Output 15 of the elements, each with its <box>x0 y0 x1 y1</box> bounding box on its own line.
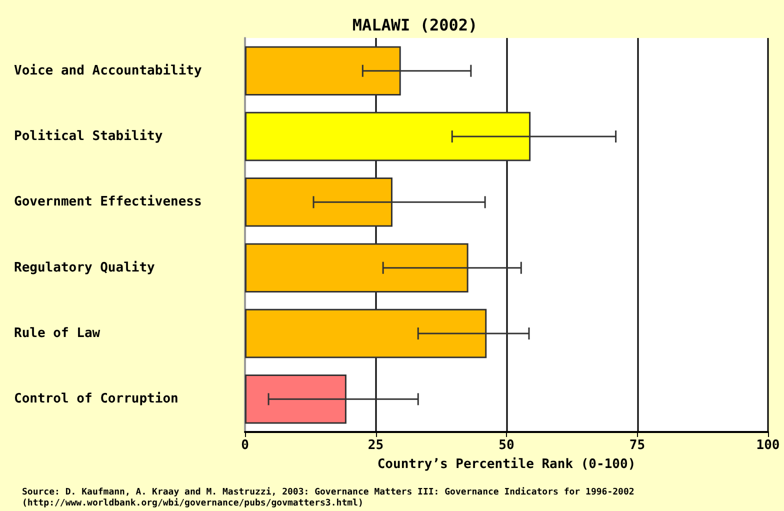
y-tick-label: Political Stability <box>14 129 163 144</box>
y-tick-label: Government Effectiveness <box>14 194 202 210</box>
y-tick-label: Regulatory Quality <box>14 260 156 276</box>
x-axis-title: Country’s Percentile Rank (0-100) <box>377 457 636 472</box>
x-tick-label: 50 <box>498 438 514 453</box>
x-tick-label: 0 <box>241 438 250 453</box>
x-tick-label: 100 <box>756 438 780 453</box>
y-tick-label: Voice and Accountability <box>14 63 202 78</box>
x-tick-label: 75 <box>629 438 646 453</box>
chart-title: MALAWI (2002) <box>352 16 478 34</box>
text: (http://www.worldbank.org/wbi/governance/pubs/govmatters3.html) <box>22 498 364 508</box>
y-tick-label: Rule of Law <box>14 326 100 341</box>
y-tick-label: Control of Corruption <box>14 392 178 407</box>
x-tick-label: 25 <box>368 438 384 453</box>
source-note: Source: D. Kaufmann, A. Kraay and M. Mastruzzi, 2003: Governance Matters III: Governance Indicators for 1996-2002 <box>22 486 634 498</box>
